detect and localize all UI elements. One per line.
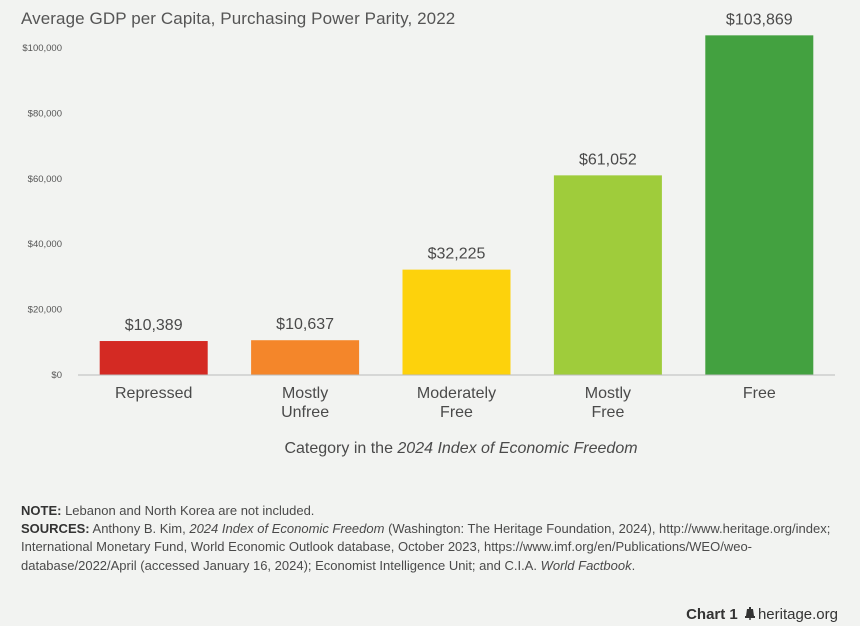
y-tick-label: $0: [51, 370, 62, 381]
bar-value-label: $61,052: [579, 151, 637, 168]
bar: [99, 341, 208, 375]
sources-line: SOURCES: Anthony B. Kim, 2024 Index of E…: [21, 521, 831, 573]
y-tick-label: $100,000: [22, 43, 62, 54]
bar-chart: $0 $20,000 $40,000 $60,000 $80,000 $100,000 $1…: [22, 11, 835, 421]
y-tick-label: $80,000: [28, 108, 62, 119]
bar: [251, 340, 360, 375]
bar: [705, 35, 814, 376]
y-tick-label: $60,000: [28, 174, 62, 185]
footer-credit: Chart 1 heritage.org: [686, 606, 838, 623]
chart-title: Average GDP per Capita, Purchasing Power…: [21, 9, 456, 28]
x-tick-label: Unfree: [281, 404, 329, 421]
note-line: NOTE: Lebanon and North Korea are not in…: [21, 503, 315, 518]
bar: [402, 269, 511, 375]
x-tick-label: Mostly: [585, 385, 631, 402]
y-tick-label: $40,000: [28, 239, 62, 250]
notes-section: NOTE: Lebanon and North Korea are not in…: [21, 502, 841, 575]
y-tick-label: $20,000: [28, 305, 62, 316]
bar-value-label: $32,225: [428, 246, 486, 263]
x-tick-label: Moderately: [417, 385, 496, 402]
site-link[interactable]: heritage.org: [757, 606, 838, 623]
chart-number: Chart 1: [686, 606, 738, 623]
bar-value-label: $10,389: [125, 317, 183, 334]
bar: [553, 175, 662, 375]
bar-value-label: $10,637: [276, 316, 334, 333]
x-axis-title: Category in the 2024 Index of Economic F…: [284, 440, 638, 457]
x-tick-label: Free: [743, 385, 776, 402]
x-tick-label: Repressed: [115, 385, 192, 402]
x-tick-label: Free: [440, 404, 473, 421]
x-tick-label: Mostly: [282, 385, 328, 402]
liberty-bell-icon: [744, 607, 755, 620]
bar-value-label: $103,869: [726, 11, 793, 28]
x-tick-label: Free: [591, 404, 624, 421]
